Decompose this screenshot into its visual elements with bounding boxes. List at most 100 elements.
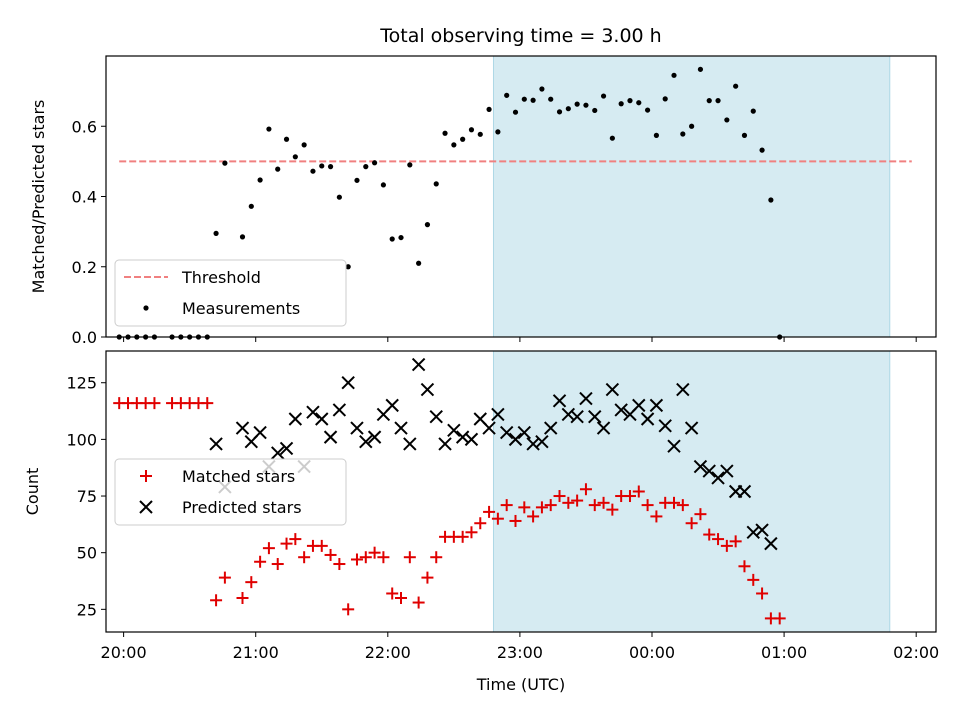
data-point: [596, 421, 611, 435]
data-point: [597, 496, 610, 509]
data-point: [412, 596, 425, 609]
data-point: [257, 177, 263, 183]
chart-title: Total observing time = 3.00 h: [379, 25, 661, 47]
count-y-axis-label: Count: [23, 468, 42, 516]
x-tick-label: 21:00: [233, 643, 279, 662]
data-point: [210, 594, 223, 607]
data-point: [729, 535, 742, 548]
data-point: [632, 485, 645, 498]
data-point: [482, 421, 496, 435]
data-point: [319, 163, 325, 169]
data-point: [289, 533, 302, 546]
data-point: [517, 425, 532, 440]
data-point: [636, 100, 642, 106]
legend-predicted-swatch: [139, 500, 153, 514]
ratio-axes: 0.0 0.2 0.4 0.6: [72, 55, 937, 347]
data-point: [508, 432, 523, 447]
legend-matched-swatch: [140, 470, 152, 482]
data-point: [333, 558, 346, 571]
data-point: [222, 160, 228, 166]
data-point: [592, 107, 598, 114]
data-point: [609, 135, 615, 141]
data-point: [292, 154, 298, 160]
data-point: [750, 108, 756, 114]
data-point: [632, 398, 646, 413]
data-point: [245, 576, 258, 589]
data-point: [600, 93, 607, 99]
data-point: [640, 412, 655, 426]
data-point: [773, 612, 786, 625]
data-point: [539, 86, 545, 92]
data-point: [385, 398, 399, 413]
data-point: [310, 168, 316, 174]
data-point: [720, 539, 733, 552]
data-point: [565, 106, 571, 112]
data-point: [345, 264, 351, 270]
legend-predicted-label: Predicted stars: [182, 498, 302, 517]
data-point: [235, 421, 250, 435]
x-tick-label: 20:00: [101, 643, 147, 662]
data-point: [336, 194, 342, 200]
data-point: [689, 123, 695, 129]
data-point: [465, 526, 478, 539]
data-point: [341, 376, 355, 390]
data-point: [588, 410, 602, 424]
data-point: [703, 528, 716, 541]
ratio-panel: Total observing time = 3.00 h 0.00.20.40…: [29, 25, 937, 347]
data-point: [606, 503, 619, 516]
data-point: [271, 446, 285, 460]
ratio-y-axis-label: Matched/Predicted stars: [29, 100, 48, 294]
data-point: [433, 181, 439, 187]
data-point: [271, 558, 284, 571]
data-point: [755, 523, 769, 537]
data-point: [280, 537, 293, 550]
data-point: [213, 230, 219, 236]
data-point: [354, 177, 360, 183]
data-point: [416, 260, 422, 266]
y-tick-label: 75: [77, 487, 97, 506]
data-point: [363, 164, 369, 170]
data-point: [324, 548, 337, 561]
data-point: [395, 592, 408, 605]
data-point: [403, 551, 416, 564]
data-point: [702, 464, 716, 478]
data-point: [350, 421, 364, 435]
data-point: [279, 441, 294, 456]
ratio-legend-box: [114, 259, 347, 327]
data-point: [380, 182, 387, 188]
data-point: [685, 517, 698, 530]
data-point: [571, 494, 584, 507]
data-point: [315, 539, 328, 552]
data-point: [499, 425, 514, 440]
data-point: [715, 98, 721, 104]
data-point: [676, 382, 690, 397]
data-point: [248, 203, 254, 209]
x-tick-label: 01:00: [761, 643, 807, 662]
data-point: [468, 127, 475, 133]
y-tick-label: 100: [66, 430, 97, 449]
data-point: [693, 459, 708, 474]
data-point: [491, 407, 505, 422]
data-point: [579, 483, 592, 496]
data-point: [684, 421, 699, 435]
data-point: [548, 96, 554, 102]
data-point: [741, 132, 748, 138]
data-point: [747, 573, 760, 586]
data-point: [623, 490, 636, 503]
data-point: [359, 434, 373, 449]
data-point: [658, 419, 672, 433]
data-point: [460, 136, 466, 142]
data-point: [451, 142, 457, 148]
data-point: [386, 587, 399, 600]
data-point: [562, 496, 575, 509]
y-tick-label: 0.4: [72, 188, 97, 207]
data-point: [430, 551, 443, 564]
x-tick-label: 00:00: [629, 643, 675, 662]
data-point: [486, 106, 492, 112]
y-tick-label: 0.2: [72, 258, 97, 277]
data-point: [359, 551, 372, 564]
data-point: [556, 109, 563, 115]
data-point: [552, 394, 567, 408]
data-point: [394, 421, 408, 435]
